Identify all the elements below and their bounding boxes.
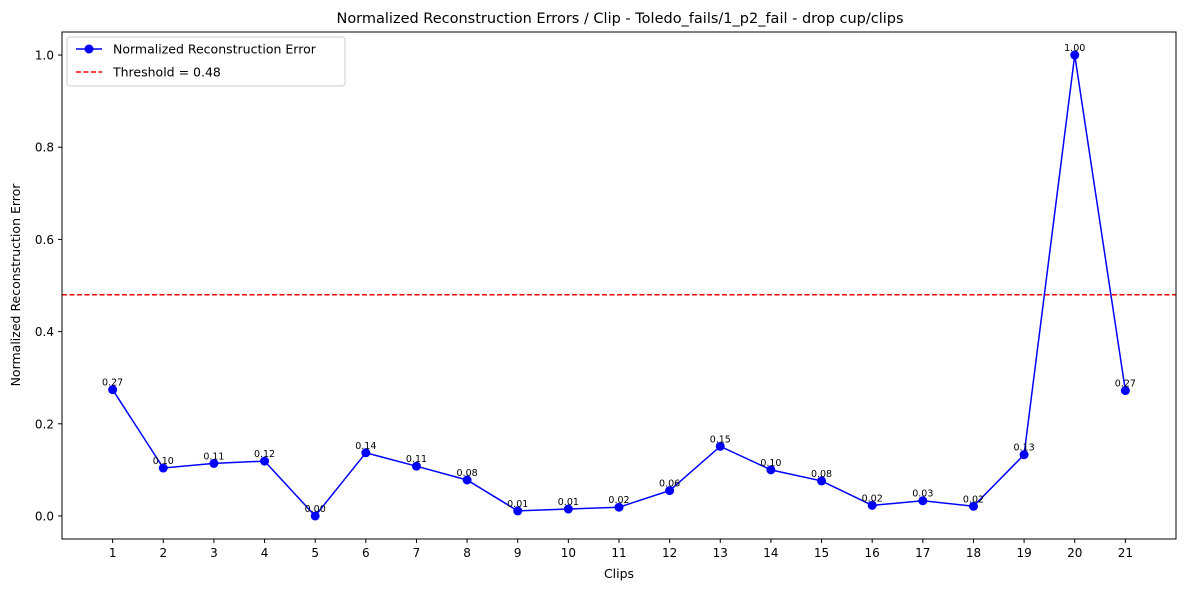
x-tick-label: 11	[611, 546, 626, 560]
data-point	[310, 511, 320, 521]
data-label: 0.01	[507, 499, 528, 510]
data-point	[563, 504, 573, 514]
y-tick-label: 0.4	[35, 325, 54, 339]
y-tick-label: 0.2	[35, 417, 54, 431]
data-point	[918, 496, 928, 506]
data-label: 0.11	[203, 451, 224, 462]
x-tick-label: 6	[362, 546, 370, 560]
x-tick-label: 5	[311, 546, 319, 560]
data-label: 0.02	[608, 495, 629, 506]
data-point	[1120, 386, 1130, 396]
data-point	[665, 486, 675, 496]
data-point	[462, 475, 472, 485]
x-tick-label: 13	[713, 546, 728, 560]
y-axis-label: Normalized Reconstruction Error	[8, 183, 23, 387]
data-label: 0.27	[1115, 379, 1136, 390]
data-label: 0.10	[760, 458, 781, 469]
data-label: 0.13	[1014, 443, 1035, 454]
legend-series-label: Normalized Reconstruction Error	[113, 42, 317, 57]
x-tick-label: 18	[966, 546, 981, 560]
data-point	[766, 465, 776, 475]
legend-threshold-label: Threshold = 0.48	[112, 65, 221, 80]
data-label: 0.27	[102, 378, 123, 389]
data-point	[158, 463, 168, 473]
x-tick-label: 2	[159, 546, 167, 560]
y-tick-label: 0.0	[35, 509, 54, 523]
x-tick-label: 12	[662, 546, 677, 560]
legend: Normalized Reconstruction Error Threshol…	[66, 36, 346, 87]
x-tick-label: 3	[210, 546, 218, 560]
legend-marker-swatch	[84, 44, 94, 54]
chart-title: Normalized Reconstruction Errors / Clip …	[336, 11, 903, 27]
data-point	[1070, 50, 1080, 60]
data-point	[968, 501, 978, 511]
x-tick-label: 10	[561, 546, 576, 560]
data-label: 1.00	[1064, 43, 1085, 54]
data-label: 0.02	[963, 494, 984, 505]
data-point	[209, 458, 219, 468]
x-tick-label: 20	[1067, 546, 1082, 560]
x-tick-label: 19	[1016, 546, 1031, 560]
x-tick-label: 4	[261, 546, 269, 560]
data-point	[361, 448, 371, 458]
data-label: 0.10	[153, 456, 174, 467]
x-tick-label: 7	[413, 546, 421, 560]
data-point	[108, 385, 118, 395]
data-label: 0.02	[862, 493, 883, 504]
data-point	[513, 506, 523, 516]
plot-frame	[61, 31, 1177, 540]
data-label: 0.03	[912, 489, 933, 500]
data-point	[614, 502, 624, 512]
x-tick-label: 1	[109, 546, 117, 560]
data-point	[817, 476, 827, 486]
data-point	[867, 500, 877, 510]
data-label: 0.15	[710, 434, 731, 445]
x-axis-label: Clips	[604, 566, 634, 581]
data-label: 0.08	[811, 469, 832, 480]
x-tick-label: 15	[814, 546, 829, 560]
data-label: 0.01	[558, 497, 579, 508]
x-tick-label: 9	[514, 546, 522, 560]
x-tick-label: 21	[1118, 546, 1133, 560]
data-label: 0.11	[406, 454, 427, 465]
y-tick-label: 1.0	[35, 49, 54, 63]
data-point	[1019, 450, 1029, 460]
data-point	[260, 456, 270, 466]
data-point	[715, 441, 725, 451]
y-tick-label: 0.6	[35, 233, 54, 247]
data-label: 0.00	[305, 504, 326, 515]
data-label: 0.06	[659, 479, 680, 490]
data-label: 0.12	[254, 449, 275, 460]
y-tick-label: 0.8	[35, 141, 54, 155]
x-tick-label: 8	[463, 546, 471, 560]
data-point	[411, 461, 421, 471]
x-tick-label: 16	[865, 546, 880, 560]
x-tick-label: 17	[915, 546, 930, 560]
data-label: 0.14	[355, 441, 376, 452]
data-label: 0.08	[457, 468, 478, 479]
legend-box	[66, 36, 346, 87]
x-tick-label: 14	[763, 546, 778, 560]
